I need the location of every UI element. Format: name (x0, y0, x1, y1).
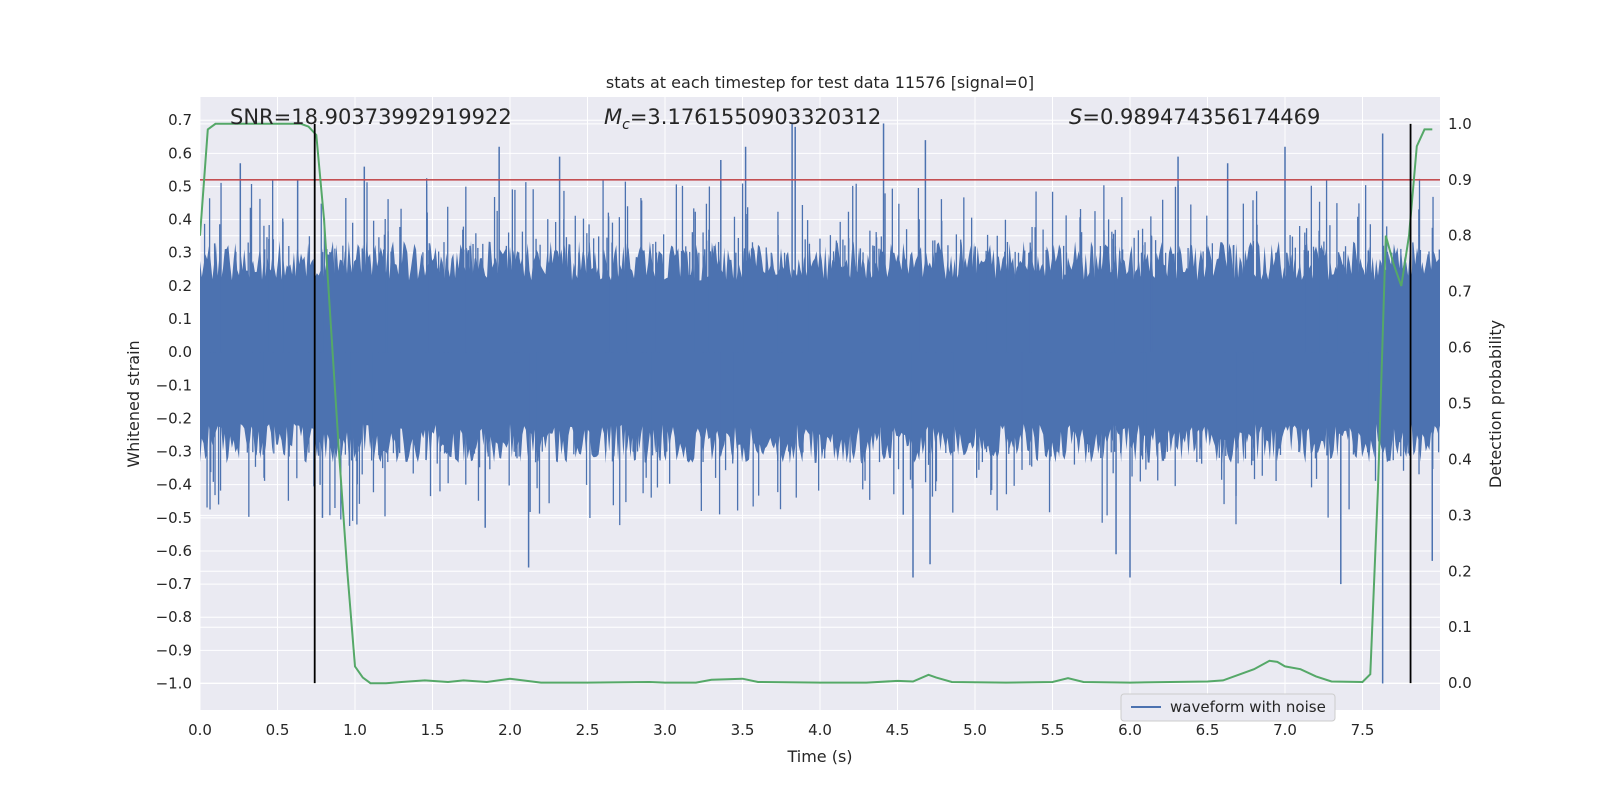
y-tick-label: 0.5 (168, 177, 192, 195)
legend-label-waveform: waveform with noise (1170, 698, 1326, 716)
x-tick-label: 5.0 (963, 721, 987, 739)
y-tick-label: −1.0 (156, 674, 192, 692)
y2-tick-label: 0.8 (1448, 227, 1472, 245)
x-tick-label: 6.0 (1118, 721, 1142, 739)
x-tick-label: 3.5 (731, 721, 755, 739)
chirp-mass-value: =3.1761550903320312 (630, 105, 881, 129)
x-tick-label: 6.5 (1196, 721, 1220, 739)
y-tick-label: 0.2 (168, 277, 192, 295)
y2-tick-label: 1.0 (1448, 115, 1472, 133)
x-axis-label: Time (s) (786, 747, 852, 766)
y2-tick-label: 0.5 (1448, 395, 1472, 413)
x-tick-label: 1.5 (421, 721, 445, 739)
x-tick-label: 1.0 (343, 721, 367, 739)
y-tick-label: 0.7 (168, 111, 192, 129)
y-tick-label: −0.1 (156, 376, 192, 394)
y-tick-label: 0.4 (168, 211, 192, 229)
y-tick-label: −0.8 (156, 608, 192, 626)
y2-tick-label: 0.9 (1448, 171, 1472, 189)
chirp-mass-symbol: M (604, 105, 622, 129)
x-tick-label: 5.5 (1041, 721, 1065, 739)
vertical-markers (313, 123, 1412, 684)
x-tick-label: 2.0 (498, 721, 522, 739)
legend: waveform with noise (1120, 693, 1336, 722)
detection-probability-line (200, 122, 1433, 685)
chart-title: stats at each timestep for test data 115… (606, 73, 1034, 92)
s-symbol: S (1069, 105, 1082, 129)
y-tick-label: 0.6 (168, 144, 192, 162)
y-tick-label: 0.1 (168, 310, 192, 328)
y-tick-label: −0.2 (156, 409, 192, 427)
x-tick-label: 4.0 (808, 721, 832, 739)
y-axis-ticks: 0.7 0.6 0.5 0.4 0.3 0.2 0.1 0.0 −0.1 −0.2 −0.3 −0.4… (156, 111, 192, 692)
y2-tick-label: 0.6 (1448, 339, 1472, 357)
chirp-mass-annotation: Mc=3.1761550903320312 (604, 105, 881, 133)
x-axis-ticks: 0.0 0.5 1.0 1.5 2.0 2.5 3.0 3.5 4.0 4.5 5.0 5.5 6.0 6… (188, 721, 1374, 739)
y2-axis-label: Detection probability (1486, 320, 1505, 488)
waveform-spikes (203, 123, 1440, 684)
x-tick-label: 4.5 (886, 721, 910, 739)
x-tick-label: 2.5 (576, 721, 600, 739)
y-tick-label: −0.4 (156, 476, 192, 494)
y-tick-label: −0.7 (156, 575, 192, 593)
y2-tick-label: 0.1 (1448, 618, 1472, 636)
chirp-mass-subscript: c (622, 117, 630, 133)
x-tick-label: 7.0 (1273, 721, 1297, 739)
snr-annotation: SNR=18.90373992919922 (230, 105, 512, 129)
y2-axis-ticks: 0.0 0.1 0.2 0.3 0.4 0.5 0.6 0.7 0.8 0.9 1.0 (1448, 115, 1472, 692)
y2-tick-label: 0.0 (1448, 674, 1472, 692)
x-tick-label: 3.0 (653, 721, 677, 739)
s-value: =0.989474356174469 (1082, 105, 1320, 129)
y2-tick-label: 0.3 (1448, 506, 1472, 524)
y-axis-label: Whitened strain (124, 340, 143, 467)
y2-tick-label: 0.4 (1448, 450, 1472, 468)
y-tick-label: −0.5 (156, 509, 192, 527)
y-tick-label: 0.0 (168, 343, 192, 361)
y-tick-label: −0.3 (156, 443, 192, 461)
s-annotation: S=0.989474356174469 (1069, 105, 1320, 129)
x-tick-label: 0.5 (266, 721, 290, 739)
legend-box (1120, 693, 1336, 722)
y2-tick-label: 0.2 (1448, 562, 1472, 580)
x-tick-label: 0.0 (188, 721, 212, 739)
x-tick-label: 7.5 (1351, 721, 1375, 739)
y-tick-label: −0.6 (156, 542, 192, 560)
y2-tick-label: 0.7 (1448, 283, 1472, 301)
y-tick-label: 0.3 (168, 244, 192, 262)
y-tick-label: −0.9 (156, 641, 192, 659)
